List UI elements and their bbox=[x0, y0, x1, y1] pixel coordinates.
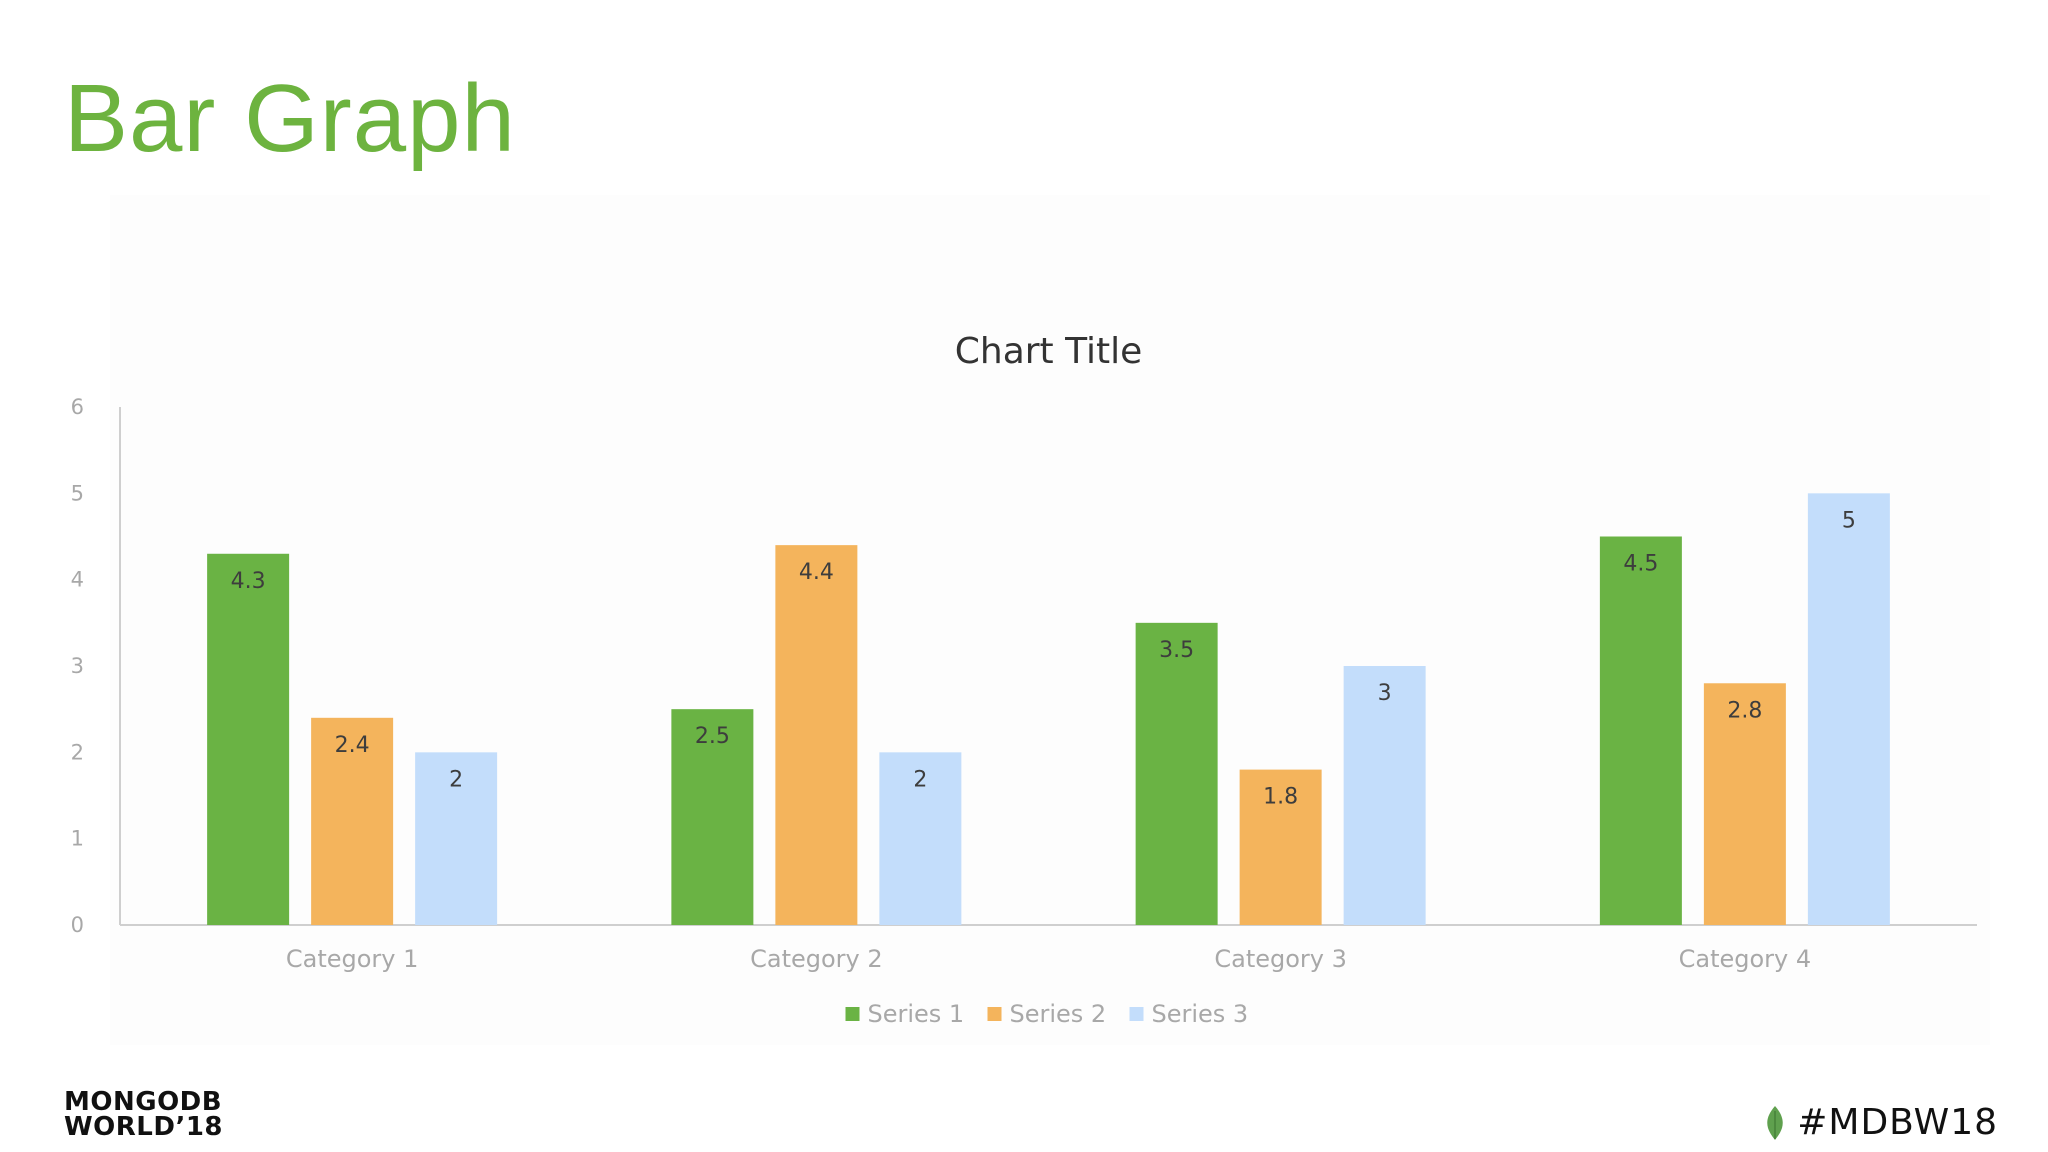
data-label: 2 bbox=[449, 767, 463, 792]
y-tick-label: 4 bbox=[71, 568, 84, 592]
data-label: 3 bbox=[1378, 681, 1392, 706]
bar-2 bbox=[775, 545, 858, 925]
bar-3 bbox=[879, 752, 962, 925]
hashtag: #MDBW18 bbox=[1765, 1102, 1998, 1143]
y-tick-label: 0 bbox=[71, 913, 84, 937]
bar-1 bbox=[671, 709, 754, 925]
slide-title: Bar Graph bbox=[64, 65, 516, 172]
y-tick-label: 5 bbox=[71, 481, 84, 505]
bar-3 bbox=[415, 752, 498, 925]
legend-label: Series 3 bbox=[1152, 1000, 1249, 1028]
mongodb-leaf-icon bbox=[1767, 1105, 1783, 1140]
legend-swatch bbox=[987, 1007, 1002, 1021]
y-tick-label: 6 bbox=[71, 395, 84, 419]
y-tick-label: 2 bbox=[71, 740, 84, 764]
bar-2 bbox=[1239, 769, 1322, 925]
data-label: 5 bbox=[1842, 508, 1856, 533]
bar-3 bbox=[1343, 666, 1426, 925]
data-label: 4.5 bbox=[1623, 552, 1658, 577]
chart-title: Chart Title bbox=[955, 331, 1143, 372]
bar-3 bbox=[1807, 493, 1890, 925]
bar-chart: Chart Title 0 1 2 3 4 5 6 4.3 2.4 2 Category 1 2.5 4.… bbox=[71, 331, 1977, 1028]
legend-label: Series 2 bbox=[1010, 1000, 1107, 1028]
bar-1 bbox=[1135, 622, 1218, 925]
x-tick-label: Category 1 bbox=[286, 945, 419, 973]
logo-line-2: WORLD’18 bbox=[64, 1112, 224, 1142]
y-tick-label: 3 bbox=[71, 654, 84, 678]
x-tick-label: Category 4 bbox=[1679, 945, 1812, 973]
data-label: 2 bbox=[913, 767, 927, 792]
x-tick-label: Category 3 bbox=[1214, 945, 1347, 973]
chart-panel: Chart Title 0 1 2 3 4 5 6 4.3 2.4 2 Category 1 2.5 4.… bbox=[71, 195, 1990, 1045]
mongodb-world-logo: MONGODB WORLD’18 bbox=[64, 1087, 224, 1142]
legend-swatch bbox=[845, 1007, 860, 1021]
bar-1 bbox=[1599, 536, 1682, 925]
bar-1 bbox=[207, 553, 290, 925]
logo-line-1: MONGODB bbox=[64, 1087, 223, 1117]
data-label: 4.4 bbox=[799, 560, 834, 585]
data-label: 2.5 bbox=[695, 724, 730, 749]
data-label: 2.4 bbox=[335, 733, 370, 758]
data-label: 2.8 bbox=[1727, 698, 1762, 723]
hashtag-text: #MDBW18 bbox=[1797, 1102, 1998, 1143]
y-tick-label: 1 bbox=[71, 827, 84, 851]
legend-swatch bbox=[1129, 1007, 1144, 1021]
bar-2 bbox=[1703, 683, 1786, 925]
legend-label: Series 1 bbox=[868, 1000, 965, 1028]
data-label: 4.3 bbox=[231, 569, 266, 594]
x-tick-label: Category 2 bbox=[750, 945, 883, 973]
data-label: 1.8 bbox=[1263, 785, 1298, 810]
data-label: 3.5 bbox=[1159, 638, 1194, 663]
bar-2 bbox=[311, 717, 394, 925]
